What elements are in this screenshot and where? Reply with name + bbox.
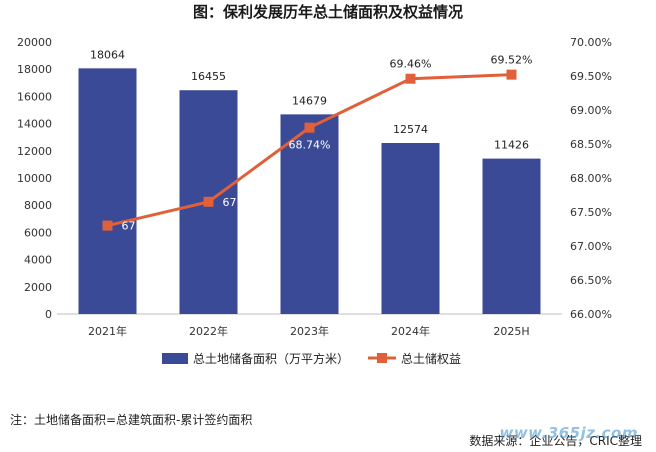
y-right-tick-label: 67.00%: [570, 240, 612, 253]
legend-bar-label: 总土地储备面积（万平方米）: [193, 351, 349, 366]
line-point: [203, 196, 214, 207]
y-right-tick-label: 69.50%: [570, 70, 612, 83]
line-point: [102, 220, 113, 231]
x-tick-label: 2022年: [189, 324, 228, 338]
line-series: 67 67 68.74% 69.46% 69.52%: [102, 54, 533, 233]
bar-value-label: 18064: [90, 48, 125, 61]
y-left-tick-label: 12000: [17, 145, 52, 158]
y-left-tick-label: 2000: [24, 281, 52, 294]
x-tick-label: 2025H: [493, 325, 529, 338]
footnote: 注：土地储备面积=总建筑面积-累计签约面积: [10, 413, 253, 427]
bar-series: 18064 16455 14679 12574 11426: [78, 48, 541, 315]
bar-value-label: 12574: [393, 123, 428, 136]
y-right-tick-label: 66.50%: [570, 274, 612, 287]
line-value-label: 68.74%: [289, 139, 331, 152]
y-left-tick-label: 6000: [24, 226, 52, 239]
y-right-tick-label: 70.00%: [570, 36, 612, 49]
x-tick-label: 2023年: [290, 324, 329, 338]
y-left-tick-label: 8000: [24, 199, 52, 212]
x-tick-label: 2024年: [391, 324, 430, 338]
axes: 0 2000 4000 6000 8000 10000 12000 14000 16000 180…: [17, 36, 612, 338]
y-left-tick-label: 20000: [17, 36, 52, 49]
bar-value-label: 14679: [292, 94, 327, 107]
watermark: www.365jz.com: [499, 424, 638, 442]
y-left-tick-label: 16000: [17, 90, 52, 103]
x-tick-label: 2021年: [88, 324, 127, 338]
y-left-tick-label: 10000: [17, 172, 52, 185]
y-right-tick-label: 69.00%: [570, 104, 612, 117]
y-left-tick-label: 4000: [24, 254, 52, 267]
legend-bar-swatch: [162, 353, 188, 364]
line-value-label: 67: [122, 220, 136, 233]
y-left-tick-label: 0: [45, 308, 52, 321]
bar-value-label: 16455: [191, 70, 226, 83]
y-right-tick-label: 66.00%: [570, 308, 612, 321]
legend-line-label: 总土储权益: [401, 351, 461, 366]
bar: [482, 158, 541, 314]
bar: [280, 114, 339, 314]
y-right-tick-label: 67.50%: [570, 206, 612, 219]
line-point: [405, 73, 416, 84]
data-source: 数据来源：企业公告，CRIC整理: [469, 434, 642, 448]
chart-title: 图：保利发展历年总土储面积及权益情况: [193, 3, 463, 21]
bar: [78, 68, 137, 315]
line-value-label: 67: [223, 196, 237, 209]
legend-line-marker: [377, 353, 387, 363]
line-value-label: 69.52%: [491, 54, 533, 67]
y-right-tick-label: 68.00%: [570, 172, 612, 185]
bar-value-label: 11426: [494, 139, 529, 152]
y-left-tick-label: 18000: [17, 63, 52, 76]
line-point: [506, 69, 517, 80]
y-left-tick-label: 14000: [17, 118, 52, 131]
bar: [381, 142, 440, 314]
y-right-tick-label: 68.50%: [570, 138, 612, 151]
legend: 总土地储备面积（万平方米） 总土储权益: [162, 351, 461, 366]
line-value-label: 69.46%: [390, 58, 432, 71]
line-point: [304, 122, 315, 133]
